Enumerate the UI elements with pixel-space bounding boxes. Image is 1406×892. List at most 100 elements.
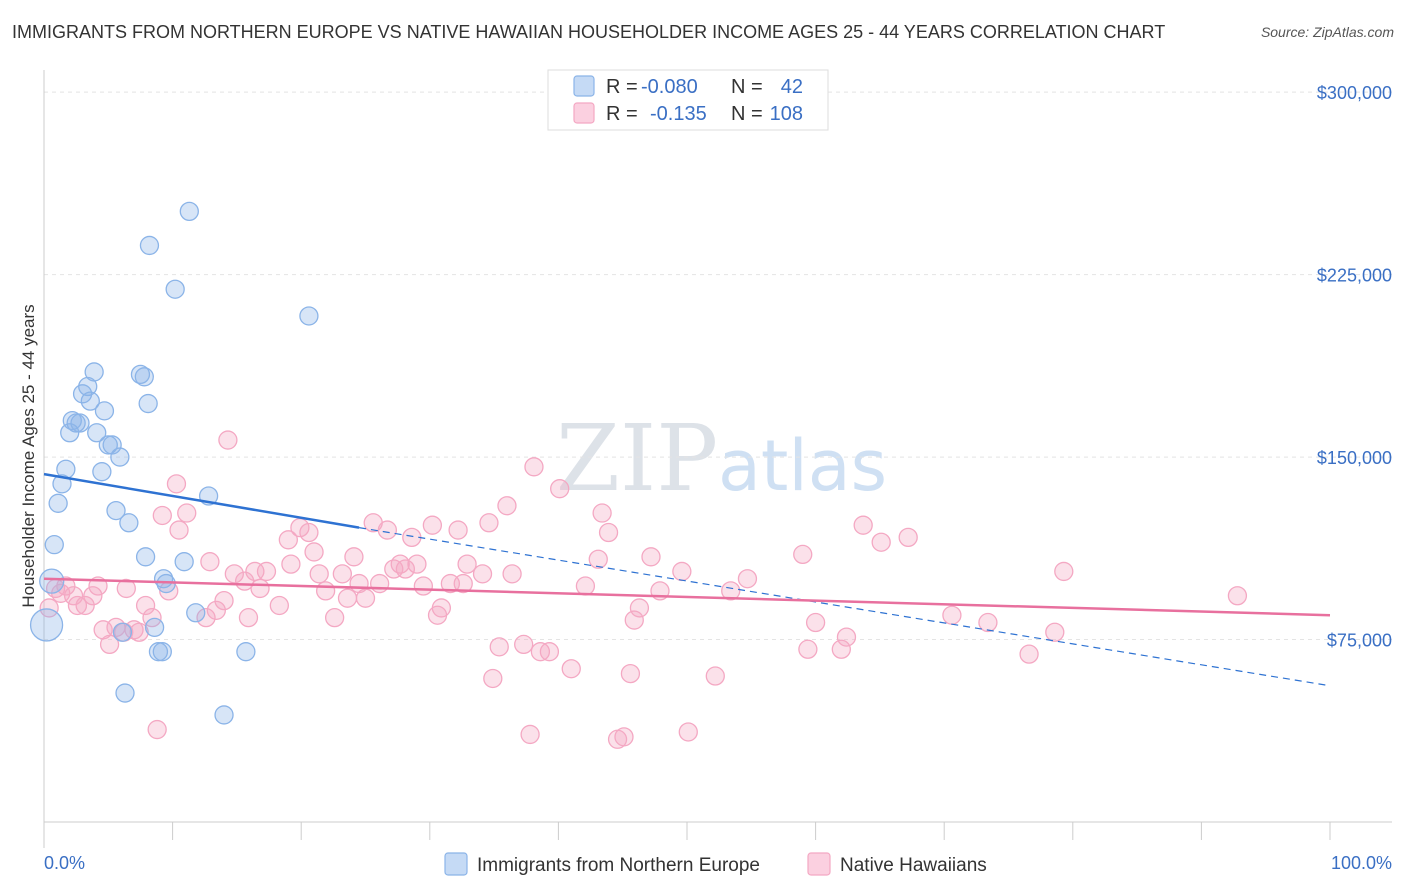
point-native-hawaiian: [129, 622, 149, 642]
point-northern-europe: [179, 201, 199, 222]
point-native-hawaiian: [598, 522, 619, 543]
x-tick-label-left: 0.0%: [44, 853, 85, 873]
point-native-hawaiian: [614, 727, 634, 747]
point-northern-europe: [144, 617, 165, 638]
point-native-hawaiian: [592, 503, 612, 523]
point-northern-europe: [112, 622, 133, 642]
gridlines: [44, 91, 1392, 641]
point-native-hawaiian: [278, 530, 298, 550]
point-native-hawaiian: [407, 554, 427, 574]
point-native-hawaiian: [238, 607, 259, 628]
trend-lines: [43, 472, 1331, 687]
point-native-hawaiian: [324, 607, 345, 628]
point-northern-europe: [92, 462, 112, 482]
point-northern-europe: [70, 413, 90, 433]
point-northern-europe: [60, 423, 80, 443]
data-points: [29, 201, 1248, 749]
point-northern-europe: [110, 447, 130, 467]
point-native-hawaiian: [332, 564, 353, 584]
point-native-hawaiian: [898, 527, 918, 548]
point-northern-europe: [165, 279, 185, 299]
point-native-hawaiian: [1045, 622, 1065, 642]
point-native-hawaiian: [224, 564, 244, 584]
point-native-hawaiian: [166, 474, 187, 494]
point-native-hawaiian: [678, 722, 698, 742]
point-native-hawaiian: [200, 552, 220, 572]
point-native-hawaiian: [737, 569, 758, 589]
point-native-hawaiian: [196, 607, 216, 628]
point-native-hawaiian: [448, 520, 468, 540]
series-legend-label-blue: Immigrants from Northern Europe: [477, 855, 760, 876]
point-native-hawaiian: [402, 527, 422, 548]
point-native-hawaiian: [281, 554, 301, 574]
point-native-hawaiian: [705, 666, 725, 686]
legend-r-value-blue: -0.080: [641, 76, 698, 98]
point-northern-europe: [84, 362, 104, 382]
point-native-hawaiian: [75, 595, 95, 616]
legend-n-value-pink: 108: [770, 103, 803, 125]
watermark-atlas: atlas: [718, 425, 887, 507]
point-native-hawaiian: [561, 659, 581, 679]
point-native-hawaiian: [978, 612, 998, 633]
point-northern-europe: [214, 705, 234, 725]
point-native-hawaiian: [116, 578, 136, 599]
trend-line-native-hawaiian: [43, 577, 1331, 617]
point-native-hawaiian: [422, 515, 443, 535]
point-native-hawaiian: [355, 588, 376, 608]
point-native-hawaiian: [520, 724, 540, 745]
point-native-hawaiian: [798, 639, 818, 659]
point-northern-europe: [152, 642, 172, 662]
point-native-hawaiian: [67, 595, 88, 616]
point-northern-europe: [134, 367, 154, 387]
point-native-hawaiian: [483, 668, 503, 689]
point-native-hawaiian: [304, 542, 324, 562]
x-tick-label-right: 100.0%: [1331, 853, 1392, 873]
point-native-hawaiian: [539, 642, 560, 662]
point-native-hawaiian: [299, 522, 319, 543]
legend-r-label-pink: R =: [606, 103, 638, 125]
series-legend: Immigrants from Northern Europe Native H…: [444, 852, 987, 876]
point-northern-europe: [29, 608, 64, 642]
point-native-hawaiian: [344, 547, 364, 567]
point-northern-europe: [87, 423, 107, 443]
y-axis-label: Householder Income Ages 25 - 44 years: [19, 304, 38, 607]
point-northern-europe: [106, 500, 126, 521]
point-northern-europe: [174, 552, 194, 572]
series-legend-swatch-blue: [444, 852, 468, 876]
point-native-hawaiian: [369, 573, 390, 594]
legend-r-label-blue: R =: [606, 76, 638, 98]
point-native-hawaiian: [805, 612, 826, 633]
series-legend-swatch-pink: [807, 852, 831, 876]
point-native-hawaiian: [39, 598, 59, 618]
watermark: ZIP atlas: [556, 405, 887, 512]
point-native-hawaiian: [124, 620, 144, 640]
point-native-hawaiian: [457, 554, 477, 574]
point-native-hawaiian: [453, 573, 473, 594]
stats-legend: R = -0.080 N = 42 R = -0.135 N = 108: [547, 69, 829, 131]
legend-swatch-blue: [573, 75, 595, 97]
point-native-hawaiian: [588, 549, 608, 569]
y-tick-label: $225,000: [1317, 266, 1392, 286]
point-native-hawaiian: [575, 576, 596, 596]
point-native-hawaiian: [624, 610, 644, 630]
point-northern-europe: [44, 535, 64, 555]
trend-line-northern-europe: [43, 472, 360, 529]
point-native-hawaiian: [853, 515, 873, 535]
series-legend-label-pink: Native Hawaiians: [840, 855, 987, 876]
point-native-hawaiian: [550, 479, 570, 499]
y-tick-labels: $75,000 $150,000 $225,000 $300,000: [1317, 83, 1392, 650]
point-native-hawaiian: [620, 663, 641, 684]
point-northern-europe: [52, 474, 72, 494]
point-native-hawaiian: [1019, 644, 1039, 664]
point-northern-europe: [139, 235, 160, 256]
legend-r-value-pink: -0.135: [650, 103, 707, 125]
point-northern-europe: [94, 401, 115, 421]
point-native-hawaiian: [337, 588, 358, 608]
point-native-hawaiian: [489, 637, 509, 657]
point-native-hawaiian: [413, 576, 434, 596]
legend-n-label-blue: N =: [731, 76, 763, 98]
point-northern-europe: [236, 642, 256, 662]
point-native-hawaiian: [395, 559, 416, 579]
point-native-hawaiian: [1054, 561, 1074, 582]
